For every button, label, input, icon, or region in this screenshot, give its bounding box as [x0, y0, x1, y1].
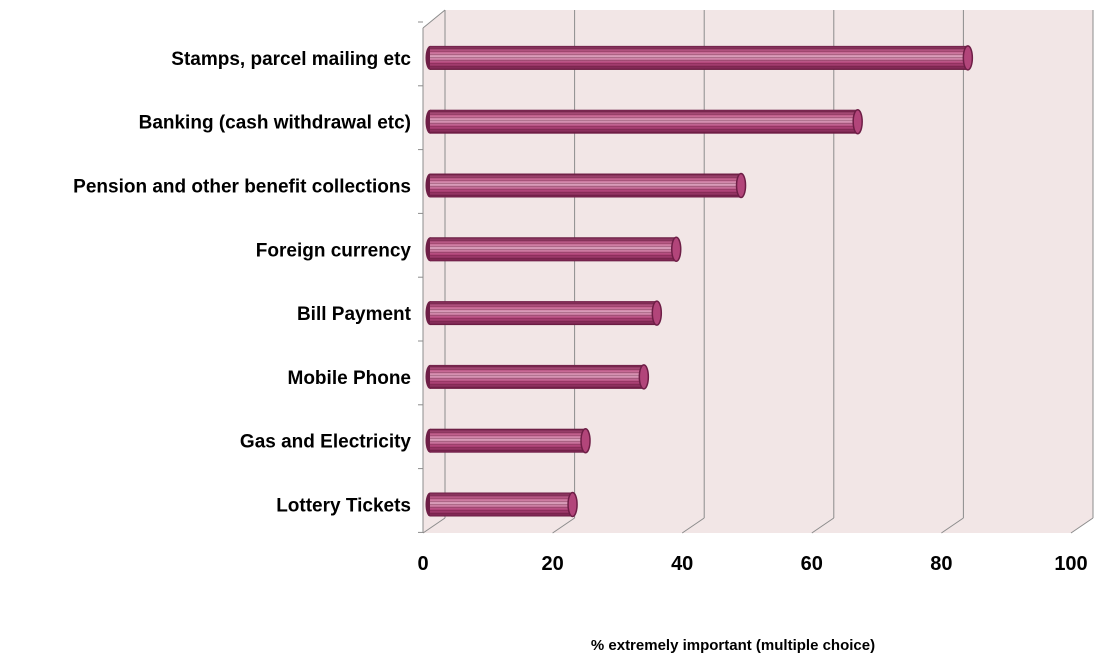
bar — [425, 108, 863, 135]
bar-texture — [430, 301, 657, 326]
x-tick-label: 20 — [541, 553, 563, 575]
x-tick-label: 0 — [417, 553, 428, 575]
x-axis-ticks: 0 20 40 60 80 100 — [417, 553, 1087, 575]
plot-area — [422, 9, 1093, 533]
bar — [425, 491, 578, 518]
bar — [425, 427, 591, 454]
floor-gridline — [681, 517, 705, 534]
category-labels: Stamps, parcel mailing etc Banking (cash … — [73, 49, 411, 517]
bar-end-cap — [638, 364, 650, 390]
bar-texture — [430, 45, 968, 70]
category-label: Pension and other benefit collections — [73, 177, 411, 198]
bar-end-cap — [670, 236, 682, 263]
floor-gridline — [1070, 517, 1094, 534]
bar-texture — [430, 492, 573, 517]
x-axis-title: % extremely important (multiple choice) — [591, 637, 875, 654]
bar — [425, 45, 974, 71]
floor-gridline — [941, 517, 964, 534]
floor-gridline — [422, 517, 446, 534]
bar-texture — [430, 428, 586, 453]
category-label: Foreign currency — [256, 240, 412, 261]
category-label: Lottery Tickets — [276, 496, 411, 517]
bar-end-cap — [735, 172, 747, 199]
x-tick-label: 80 — [930, 553, 952, 575]
bar — [425, 236, 682, 263]
bar-texture — [430, 237, 677, 262]
floor-gridline — [811, 517, 835, 534]
plot-background — [423, 10, 1093, 533]
bar-end-cap — [651, 300, 663, 326]
bar-texture — [430, 364, 644, 389]
category-label: Mobile Phone — [288, 368, 412, 389]
bar-series — [425, 45, 974, 518]
category-label: Stamps, parcel mailing etc — [171, 49, 411, 70]
category-label: Gas and Electricity — [240, 432, 412, 453]
bar-texture — [430, 173, 742, 198]
x-tick-label: 100 — [1054, 553, 1087, 575]
floor-gridline — [552, 517, 575, 534]
bar-end-cap — [567, 491, 578, 518]
bar-end-cap — [962, 45, 974, 71]
bar — [425, 172, 747, 199]
bar — [425, 364, 650, 390]
category-label: Banking (cash withdrawal etc) — [139, 113, 411, 134]
x-tick-label: 40 — [671, 553, 693, 575]
bar-end-cap — [852, 108, 863, 135]
x-tick-label: 60 — [801, 553, 823, 575]
bar-end-cap — [580, 427, 591, 454]
bar — [425, 300, 663, 326]
side-wall-top-edge — [422, 9, 446, 29]
gridlines — [418, 10, 1094, 534]
category-label: Bill Payment — [297, 304, 412, 325]
bar-texture — [430, 109, 858, 134]
